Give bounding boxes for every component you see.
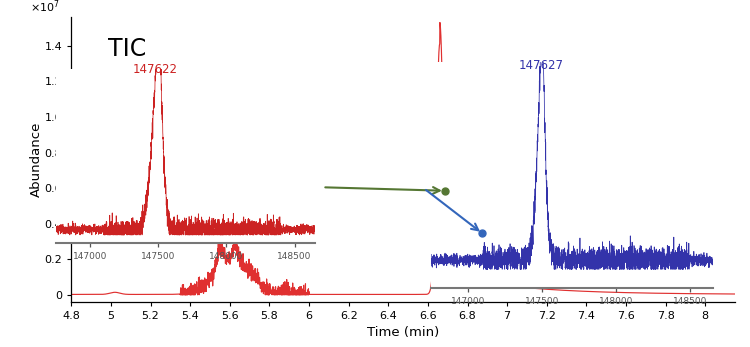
- Text: 147627: 147627: [518, 59, 563, 72]
- Text: TIC: TIC: [108, 37, 146, 61]
- Y-axis label: Abundance: Abundance: [30, 122, 43, 197]
- Text: $\times$10$^{7}$: $\times$10$^{7}$: [30, 0, 60, 15]
- Text: 147622: 147622: [134, 63, 178, 76]
- X-axis label: Time (min): Time (min): [367, 327, 440, 339]
